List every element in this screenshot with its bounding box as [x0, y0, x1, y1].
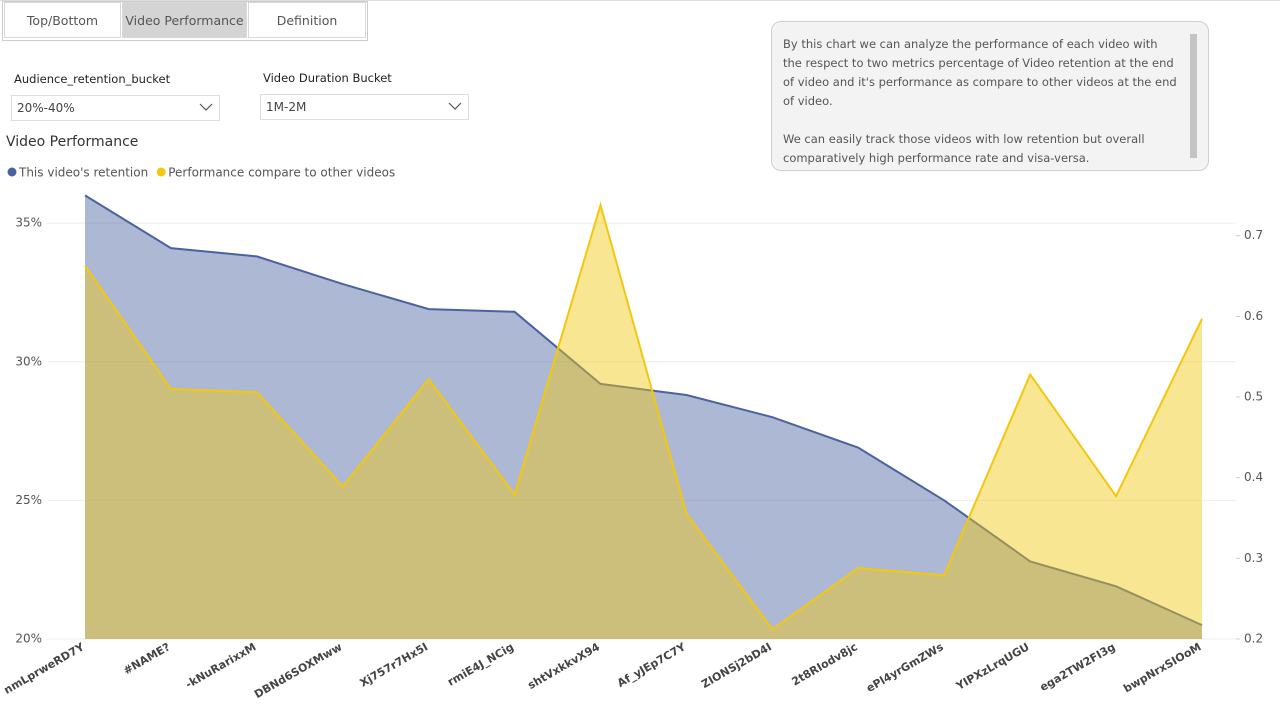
x-tick-label: 2t8RIodv8jc [789, 640, 859, 688]
scrollbar[interactable] [1190, 34, 1197, 158]
chart-title: Video Performance [6, 134, 138, 150]
line [84, 194, 1203, 627]
y2-tick-label: 0.6 [1244, 309, 1263, 323]
tab-active[interactable]: Video Performance [122, 2, 247, 38]
tab[interactable]: Top/Bottom [4, 2, 121, 38]
chevron [448, 102, 462, 110]
filter-label: Video Duration Bucket [263, 71, 392, 85]
chart: Video Performance This video's retention… [2, 134, 1263, 701]
filter-label: Audience_retention_bucket [14, 72, 171, 86]
y-tick-label: 20% [15, 632, 42, 646]
y2-tick-label: 0.5 [1244, 390, 1263, 404]
x-tick-label: rmiE4J_NCig [445, 640, 516, 688]
y-tick-label: 25% [15, 493, 42, 507]
x-tick-label: YIPXzLrqUGU [953, 640, 1032, 693]
x-tick-label: -kNuRarixxM [183, 640, 258, 691]
tab-bar [2, 1, 368, 41]
legend-marker [156, 167, 166, 177]
top-border [0, 0, 1280, 1]
legend-label: Performance compare to other videos [168, 166, 395, 180]
y2-tick-label: 0.7 [1244, 228, 1263, 242]
x-tick-label: ePl4yrGmZWs [864, 640, 946, 695]
filter-dropdown[interactable]: 20%-40% [11, 95, 220, 121]
y-tick-label: 30% [15, 354, 42, 368]
area [85, 205, 1202, 639]
note-text: We can easily track those videos with lo… [783, 132, 1145, 165]
y-tick-label: 35% [15, 216, 42, 230]
x-tick-label: Xj757r7Hx5I [358, 640, 431, 689]
legend-marker [7, 167, 17, 177]
y2-tick-label: 0.2 [1244, 632, 1263, 646]
x-tick-label: bwpNrxSIOoM [1121, 640, 1203, 695]
y2-tick-label: 0.3 [1244, 551, 1263, 565]
note-box: By this chart we can analyze the perform… [771, 21, 1209, 171]
x-tick-label: DBNd6SOXMww [252, 640, 344, 701]
filter-value: 20%-40% [17, 101, 75, 115]
filter-value: 1M-2M [266, 100, 307, 114]
x-tick-label: ZIONSj2bD4I [699, 640, 774, 691]
legend-label: This video's retention [18, 166, 148, 180]
line [84, 201, 1203, 631]
x-tick-label: Af_yJEp7C7Y [615, 640, 689, 690]
filter-dropdown[interactable]: 1M-2M [260, 94, 469, 120]
tab[interactable]: Definition [248, 2, 366, 38]
note-text: By this chart we can analyze the perform… [783, 37, 1177, 108]
x-tick-label: ega2TW2FI3g [1038, 640, 1118, 694]
chevron [199, 103, 213, 111]
area [85, 195, 1202, 639]
x-tick-label: shtVxkkvX94 [526, 640, 603, 692]
x-tick-label: #NAME? [121, 640, 172, 677]
x-tick-label: nmLprweRD7Y [2, 640, 88, 697]
y2-tick-label: 0.4 [1244, 470, 1263, 484]
